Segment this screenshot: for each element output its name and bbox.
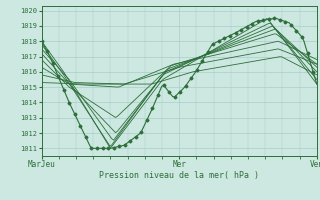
X-axis label: Pression niveau de la mer( hPa ): Pression niveau de la mer( hPa ) bbox=[99, 171, 259, 180]
